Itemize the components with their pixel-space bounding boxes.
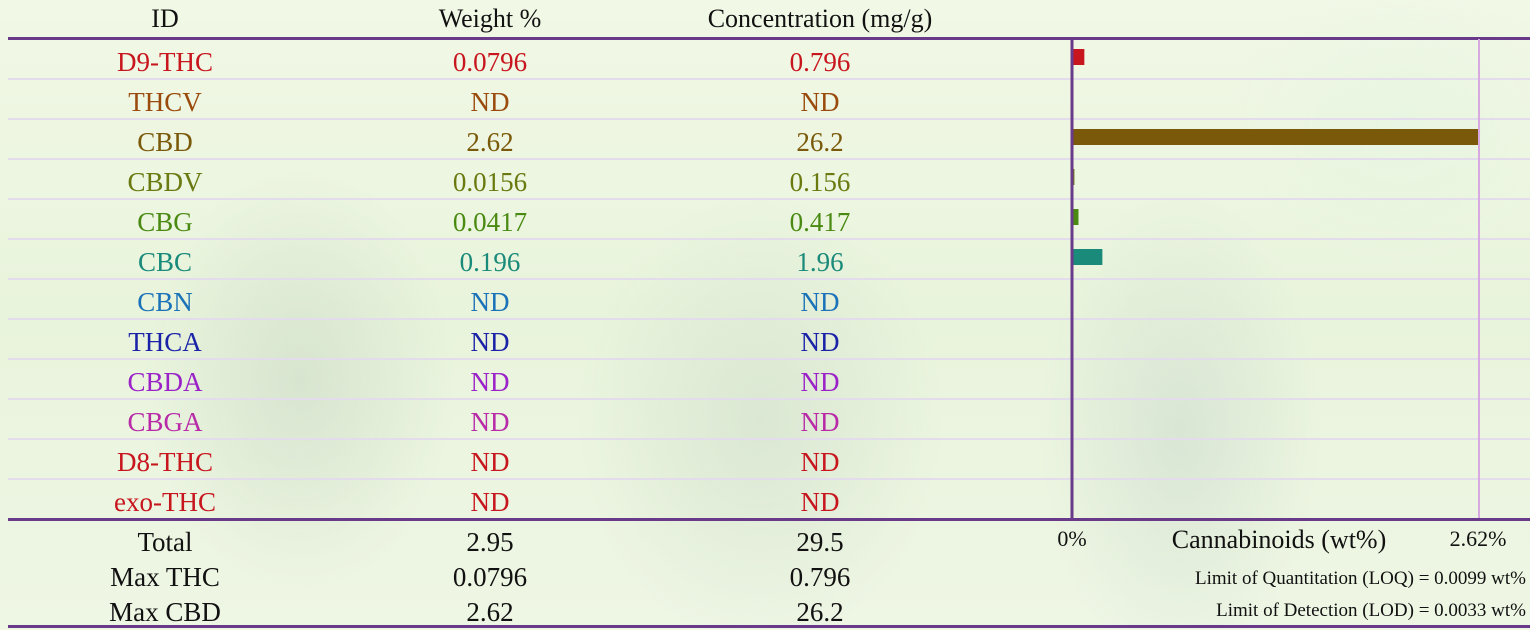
row-id: exo-THC [114,487,216,517]
chart-bar-cbd [1072,129,1478,145]
total-concentration: 29.5 [796,527,844,557]
row-id: CBDV [127,167,203,197]
row-concentration: 0.156 [789,167,851,197]
row-id: CBN [137,287,193,317]
row-concentration: ND [800,367,840,397]
row-id: D9-THC [117,47,213,77]
row-concentration: 0.796 [789,47,851,77]
chart-x-label: Cannabinoids (wt%) [1172,525,1386,554]
row-weight: 0.0417 [452,207,528,237]
row-concentration: 26.2 [796,127,844,157]
chart-bar-cbc [1072,249,1103,265]
row-concentration: 1.96 [796,247,844,277]
row-id: THCA [128,327,202,357]
row-weight: ND [470,327,510,357]
chart-bar-d9-thc [1072,49,1085,65]
row-concentration: ND [800,487,840,517]
row-divider [8,478,1530,480]
row-divider [8,118,1530,120]
row-divider [8,238,1530,240]
row-concentration: ND [800,327,840,357]
table-top-rule [8,37,1530,40]
loq-note: Limit of Quantitation (LOQ) = 0.0099 wt% [1194,568,1526,589]
row-concentration: ND [800,87,840,117]
row-concentration: ND [800,287,840,317]
header-id: ID [151,4,179,33]
row-id: CBDA [127,367,203,397]
row-weight: 0.196 [459,247,521,277]
max-cbd-label: Max CBD [109,597,221,627]
row-weight: ND [470,367,510,397]
max-cbd-weight: 2.62 [466,597,514,627]
row-divider [8,78,1530,80]
chart-tick-label: 0% [1057,526,1086,551]
row-divider [8,438,1530,440]
row-weight: ND [470,447,510,477]
max-cbd-concentration: 26.2 [796,597,844,627]
max-thc-weight: 0.0796 [452,562,528,592]
row-id: CBGA [127,407,203,437]
row-id: D8-THC [117,447,213,477]
chart-bar-cbg [1072,209,1079,225]
header-weight: Weight % [438,4,542,33]
max-thc-concentration: 0.796 [789,562,851,592]
row-divider [8,158,1530,160]
header-concentration: Concentration (mg/g) [707,4,933,33]
row-divider [8,358,1530,360]
row-weight: ND [470,407,510,437]
lod-note: Limit of Detection (LOD) = 0.0033 wt% [1216,600,1526,621]
row-concentration: 0.417 [789,207,851,237]
row-concentration: ND [800,447,840,477]
summary-bottom-rule [8,625,1530,628]
row-divider [8,398,1530,400]
row-concentration: ND [800,407,840,437]
row-id: CBD [137,127,193,157]
row-id: THCV [128,87,202,117]
row-id: CBG [137,207,193,237]
row-weight: 0.0796 [452,47,528,77]
row-weight: 0.0156 [452,167,528,197]
chart-tick-label: 2.62% [1450,526,1507,551]
row-weight: ND [470,487,510,517]
row-divider [8,198,1530,200]
total-label: Total [137,527,193,557]
row-divider [8,318,1530,320]
total-weight: 2.95 [466,527,514,557]
row-weight: ND [470,287,510,317]
row-weight: ND [470,87,510,117]
row-id: CBC [137,247,193,277]
row-divider [8,278,1530,280]
max-thc-label: Max THC [110,562,220,592]
row-weight: 2.62 [466,127,514,157]
table-bottom-rule [8,518,1530,521]
